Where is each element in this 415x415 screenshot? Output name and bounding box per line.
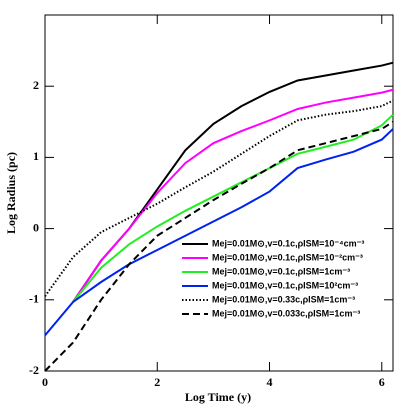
legend-label: Mej=0.01M⊙,v=0.1c,ρISM=10²cm⁻³ xyxy=(212,280,358,290)
y-axis-label: Log Radius (pc) xyxy=(4,152,18,234)
series-line xyxy=(72,88,394,303)
x-tick-label: 0 xyxy=(42,375,48,389)
legend-label: Mej=0.01M⊙,v=0.1c,ρISM=1cm⁻³ xyxy=(212,266,350,276)
series-line xyxy=(44,99,394,297)
series-line xyxy=(44,120,394,372)
y-tick-label: -2 xyxy=(29,363,39,377)
series-line xyxy=(44,128,394,337)
legend-label: Mej=0.01M⊙,v=0.033c,ρISM=1cm⁻³ xyxy=(212,308,360,318)
y-tick-label: -1 xyxy=(29,292,39,306)
x-tick-label: 2 xyxy=(154,375,160,389)
legend-label: Mej=0.01M⊙,v=0.1c,ρISM=10⁻²cm⁻³ xyxy=(212,252,363,262)
x-tick-label: 4 xyxy=(267,375,273,389)
x-axis-label: Log Time (y) xyxy=(185,390,251,404)
series-line xyxy=(72,113,394,303)
y-tick-label: 0 xyxy=(33,220,39,234)
x-tick-label: 6 xyxy=(379,375,385,389)
y-tick-label: 2 xyxy=(33,78,39,92)
legend-label: Mej=0.01M⊙,v=0.1c,ρISM=10⁻⁴cm⁻³ xyxy=(212,238,364,248)
plot-frame xyxy=(44,14,394,372)
legend-label: Mej=0.01M⊙,v=0.33c,ρISM=1cm⁻³ xyxy=(212,294,355,304)
y-tick-label: 1 xyxy=(33,149,39,163)
